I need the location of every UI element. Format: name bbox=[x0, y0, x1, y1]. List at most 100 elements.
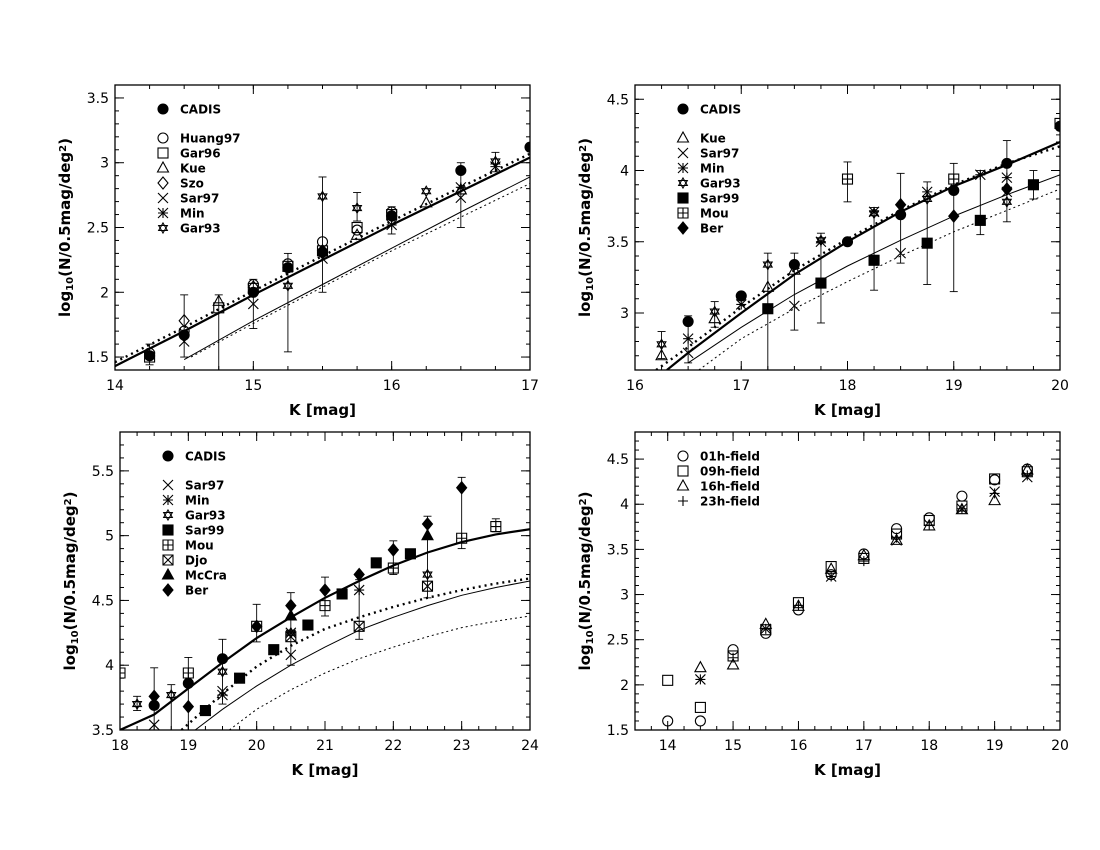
panel-2-point-cadis bbox=[682, 315, 694, 328]
panel-2-point-sar97 bbox=[895, 247, 907, 259]
panel-2-model-curve-2 bbox=[655, 145, 1060, 370]
panel-3-point-djo bbox=[421, 580, 434, 592]
panel-3-legend-marker-mccra bbox=[161, 567, 175, 580]
panel-3-point-ber bbox=[285, 598, 297, 613]
panel-4-point-23h-field bbox=[1022, 470, 1033, 481]
panel-4-legend-marker-09h-field bbox=[677, 465, 689, 477]
panel-3-y-tick-label: 5.5 bbox=[92, 464, 114, 480]
panel-4-point-09h-field bbox=[662, 674, 674, 686]
panel-4-legend-label-16h-field: 16h-field bbox=[700, 480, 760, 494]
panel-3-legend-marker-sar99 bbox=[162, 524, 174, 536]
panel-2-point-kue bbox=[787, 263, 801, 275]
panel-3-y-tick-label: 5 bbox=[105, 529, 114, 545]
panel-4-point-extra bbox=[956, 503, 968, 515]
panel-1-x-tick-label: 14 bbox=[106, 378, 124, 394]
panel-4-x-tick-label: 17 bbox=[855, 738, 873, 754]
panel-3-legend-label-cadis: CADIS bbox=[185, 450, 226, 464]
panel-3-x-tick-label: 21 bbox=[316, 738, 334, 754]
panel-4-point-16h-field bbox=[890, 533, 903, 545]
panel-2-point-ber bbox=[894, 197, 907, 212]
panel-3-point-ber bbox=[387, 543, 400, 557]
panel-2-point-gar93 bbox=[656, 338, 667, 351]
panel-2-point-min bbox=[735, 299, 747, 310]
panel-2-point-cadis bbox=[735, 290, 747, 302]
panel-1-point-sar97 bbox=[178, 336, 190, 347]
panel-2-point-gar93 bbox=[815, 234, 827, 247]
panel-2-x-tick-label: 18 bbox=[839, 378, 857, 394]
panel-1-point-kue bbox=[454, 182, 468, 195]
panel-3-point-min bbox=[353, 584, 365, 596]
panel-1-y-tick-label: 2 bbox=[100, 285, 109, 301]
panel-3-legend-marker-sar97 bbox=[162, 479, 174, 491]
panel-1-point-gar96 bbox=[282, 260, 294, 272]
panel-3-model-curve-2 bbox=[180, 577, 530, 730]
panel-3-x-tick-label: 24 bbox=[521, 738, 539, 754]
panel-2-point-sar99 bbox=[974, 214, 986, 226]
panel-3-point-mou bbox=[319, 600, 331, 612]
panel-4-legend-marker-16h-field bbox=[676, 478, 690, 491]
panel-1-point-gar96 bbox=[144, 351, 156, 363]
panel-2-y-tick-label: 4.5 bbox=[607, 92, 629, 108]
panel-2-y-tick-label: 3 bbox=[620, 306, 629, 322]
panel-3-point-sar97 bbox=[285, 649, 297, 661]
panel-3-point-mccra bbox=[284, 608, 298, 621]
panel-3-point-mccra bbox=[421, 528, 434, 541]
panel-1-point-huang97 bbox=[316, 236, 329, 248]
panel-4-frame bbox=[634, 431, 1061, 731]
panel-2-point-sar97 bbox=[682, 347, 694, 359]
panel-4-x-tick-label: 18 bbox=[920, 738, 938, 754]
panel-3-legend-label-sar99: Sar99 bbox=[185, 524, 224, 538]
panel-1-legend-marker-szo bbox=[157, 176, 169, 190]
panel-2-point-gar93 bbox=[868, 207, 880, 220]
panel-1-point-cadis bbox=[178, 329, 190, 341]
panel-1-point-gar93 bbox=[317, 190, 328, 203]
panel-4-point-16h-field bbox=[693, 660, 707, 673]
panel-2-point-sar99 bbox=[815, 277, 827, 289]
panel-1-point-gar93 bbox=[490, 155, 501, 168]
panel-1-point-kue bbox=[350, 228, 364, 240]
panel-1-point-kue bbox=[212, 294, 226, 306]
panel-4-legend-label-01h-field: 01h-field bbox=[700, 450, 760, 464]
panel-3-point-ber bbox=[353, 567, 365, 582]
panel-2-y-tick-label: 4 bbox=[620, 164, 629, 180]
panel-2-point-min bbox=[921, 186, 933, 198]
panel-2-point-ber bbox=[1001, 182, 1013, 196]
panel-3-y-axis-label: log10(N/0.5mag/deg2) bbox=[61, 491, 81, 670]
panel-2: 16 17 18 19 20 3 3.5 4 4.5 K [mag] log10(N/0.5mag/… bbox=[576, 84, 1069, 419]
panel-2-point-sar99 bbox=[1027, 179, 1039, 191]
panel-3-point-mou bbox=[387, 562, 399, 574]
panel-3-model-curve-4 bbox=[228, 615, 530, 730]
panel-1-y-tick-label: 3.5 bbox=[87, 91, 109, 107]
panel-2-x-tick-label: 16 bbox=[626, 378, 644, 394]
panel-3-point-djo bbox=[353, 620, 365, 632]
panel-1-legend-marker-gar93 bbox=[157, 221, 169, 235]
panel-3-point-sar99 bbox=[199, 705, 211, 717]
panel-3-point-ber bbox=[455, 480, 468, 495]
panel-1-frame bbox=[114, 84, 531, 371]
panel-3-legend-marker-min bbox=[162, 494, 174, 506]
panel-1-legend-label-kue: Kue bbox=[180, 162, 206, 176]
panel-1-point-cadis bbox=[455, 164, 467, 177]
panel-1-point-min bbox=[386, 219, 398, 231]
panel-4-point-extra bbox=[989, 486, 1001, 497]
panel-3-point-sar99 bbox=[370, 557, 382, 569]
panel-4-legend-label-23h-field: 23h-field bbox=[700, 495, 760, 509]
panel-2-x-tick-label: 20 bbox=[1051, 378, 1069, 394]
panel-1-y-tick-label: 1.5 bbox=[87, 350, 109, 366]
panel-4-x-tick-label: 14 bbox=[659, 738, 677, 754]
panel-2-legend-label-gar93: Gar93 bbox=[700, 177, 741, 191]
panel-3-point-ber bbox=[250, 619, 263, 634]
panel-3-x-tick-label: 22 bbox=[384, 738, 402, 754]
panel-4-point-23h-field bbox=[793, 600, 804, 611]
panel-3-point-mou bbox=[456, 532, 468, 544]
panel-3-point-gar93 bbox=[165, 688, 177, 702]
panel-2-frame bbox=[634, 84, 1061, 371]
panel-3-legend-label-sar97: Sar97 bbox=[185, 479, 224, 493]
panel-1-point-sar97 bbox=[247, 298, 259, 310]
panel-2-x-axis-label: K [mag] bbox=[814, 401, 881, 419]
panel-3-point-mou bbox=[120, 667, 126, 679]
panel-3-legend-label-ber: Ber bbox=[185, 584, 208, 598]
panel-2-legend-marker-sar97 bbox=[677, 147, 689, 159]
panel-3-point-cadis bbox=[216, 653, 229, 665]
